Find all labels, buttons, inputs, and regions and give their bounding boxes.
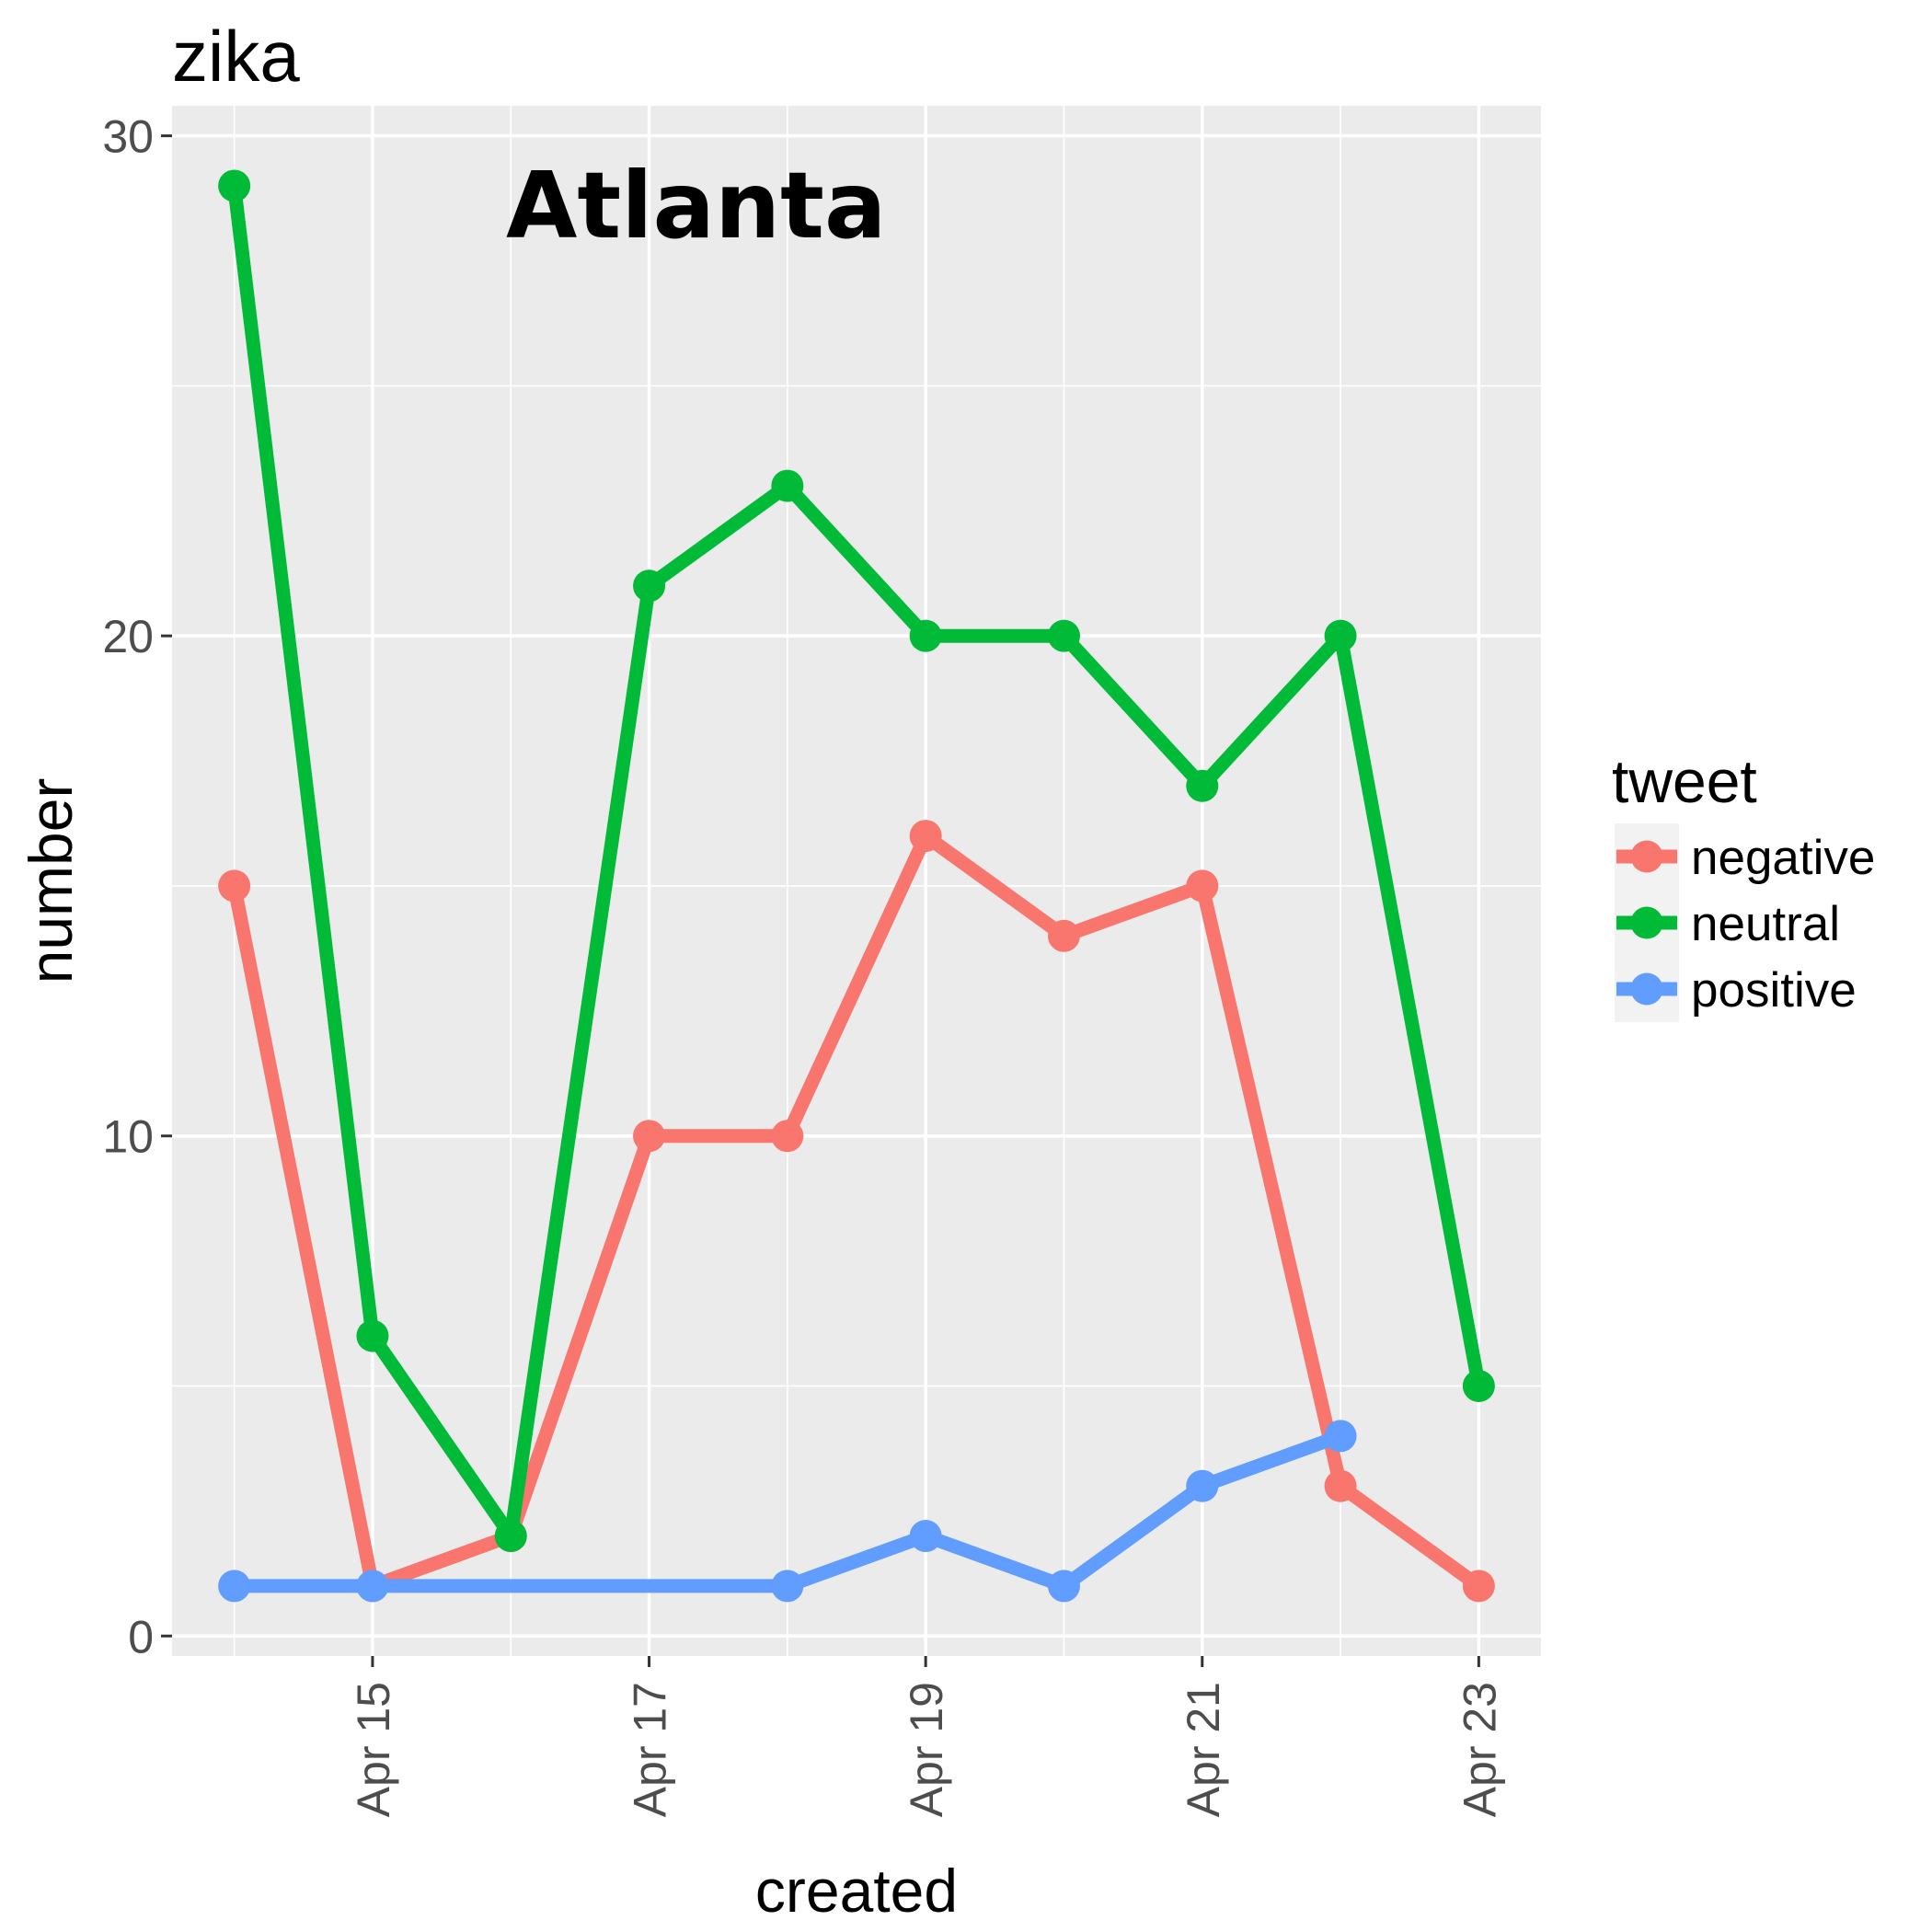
y-axis: 0 10 20 30 [102, 111, 172, 1662]
legend-key-point [1630, 840, 1663, 873]
legend-item-neutral: neutral [1615, 890, 1840, 956]
data-point-negative [909, 820, 942, 853]
legend-title: tweet [1612, 747, 1757, 815]
y-tick-label: 30 [102, 111, 154, 163]
data-point-neutral [1324, 619, 1357, 652]
y-tick-label: 0 [128, 1611, 154, 1662]
data-point-neutral [771, 469, 804, 502]
x-tick-label: Apr 15 [348, 1682, 399, 1817]
data-point-positive [909, 1520, 942, 1553]
legend-key-point [1630, 972, 1663, 1006]
data-point-neutral [494, 1520, 527, 1553]
data-point-neutral [218, 169, 251, 202]
data-point-negative [218, 869, 251, 903]
series-line-neutral [227, 178, 1486, 1543]
legend-item-negative: negative [1615, 823, 1875, 890]
legend-label-negative: negative [1691, 831, 1875, 885]
y-axis-label: number [17, 778, 85, 984]
data-point-positive [356, 1570, 389, 1603]
data-point-neutral [633, 569, 666, 603]
data-point-negative [1462, 1570, 1495, 1603]
data-point-negative [1047, 919, 1080, 952]
series-neutral [218, 169, 1495, 1553]
legend-item-positive: positive [1615, 956, 1857, 1022]
y-tick-label: 20 [102, 611, 154, 662]
grid-major [172, 106, 1541, 1656]
x-tick-label: Apr 23 [1454, 1682, 1505, 1817]
data-point-positive [1324, 1420, 1357, 1453]
data-point-positive [1186, 1469, 1219, 1502]
data-point-negative [633, 1120, 666, 1153]
data-point-neutral [909, 619, 942, 652]
data-point-negative [1324, 1469, 1357, 1502]
data-point-neutral [1047, 619, 1080, 652]
data-point-positive [771, 1570, 804, 1603]
x-axis: Apr 15 Apr 17 Apr 19 Apr 21 Apr 23 [348, 1656, 1505, 1817]
x-tick-label: Apr 17 [625, 1682, 676, 1817]
data-point-neutral [1462, 1369, 1495, 1402]
chart-annotation: Atlanta [506, 152, 886, 259]
x-tick-label: Apr 21 [1178, 1682, 1229, 1817]
x-tick-label: Apr 19 [901, 1682, 952, 1817]
chart-title: zika [172, 16, 300, 97]
data-point-neutral [356, 1319, 389, 1352]
series-positive [218, 1420, 1357, 1603]
y-tick-label: 10 [102, 1111, 154, 1163]
legend-label-positive: positive [1691, 963, 1857, 1018]
series-line-negative [227, 829, 1486, 1593]
data-point-negative [771, 1120, 804, 1153]
x-axis-label: created [755, 1857, 958, 1925]
legend-key-point [1630, 906, 1663, 939]
legend: tweet negative neutral positive [1612, 747, 1875, 1022]
data-point-positive [1047, 1570, 1080, 1603]
plot-panel [172, 106, 1541, 1656]
data-point-positive [218, 1570, 251, 1603]
legend-label-neutral: neutral [1691, 897, 1840, 951]
series-layer [218, 169, 1495, 1603]
data-point-negative [1186, 869, 1219, 903]
data-point-neutral [1186, 769, 1219, 802]
